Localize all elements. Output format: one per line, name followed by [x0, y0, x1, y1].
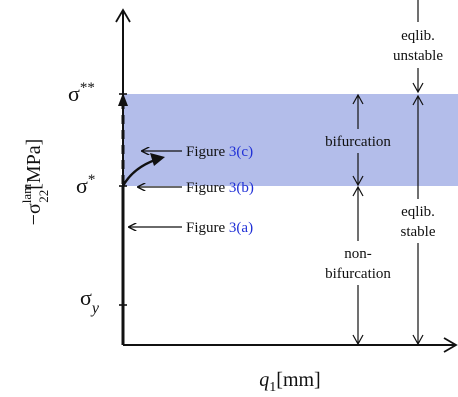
x-axis-label: q1[mm]: [259, 369, 320, 395]
link-figure-3c[interactable]: 3(c): [229, 144, 253, 160]
label-eqlib-stable-1: eqlib.: [401, 204, 435, 220]
equilibrium-path-dashed-arrowhead: [118, 93, 128, 106]
label-eqlib-stable-2: stable: [401, 224, 436, 240]
y-axis-arrowhead: [115, 8, 131, 23]
tick-label-sigma-y: σy: [80, 285, 100, 317]
label-figure-3a: Figure 3(a): [186, 220, 253, 236]
bifurcated-branch-arrowhead: [150, 153, 165, 166]
label-non-bifurcation-2: bifurcation: [325, 266, 391, 282]
label-figure-3b: Figure 3(b): [186, 180, 254, 196]
label-eqlib-unstable-2: unstable: [393, 48, 443, 64]
tick-label-sigma-star: σ*: [76, 172, 95, 198]
label-bifurcation: bifurcation: [325, 134, 391, 150]
tick-label-sigma-double-star: σ**: [68, 80, 95, 106]
bifurcation-band: [123, 94, 458, 186]
label-non-bifurcation-1: non-: [344, 246, 372, 262]
link-figure-3b[interactable]: 3(b): [229, 180, 254, 196]
label-eqlib-unstable-1: eqlib.: [401, 28, 435, 44]
x-axis-arrowhead: [443, 337, 458, 353]
label-figure-3c: Figure 3(c): [186, 144, 253, 160]
y-axis-label: −σlam 22[MPa]: [19, 139, 51, 226]
link-figure-3a[interactable]: 3(a): [229, 220, 253, 236]
